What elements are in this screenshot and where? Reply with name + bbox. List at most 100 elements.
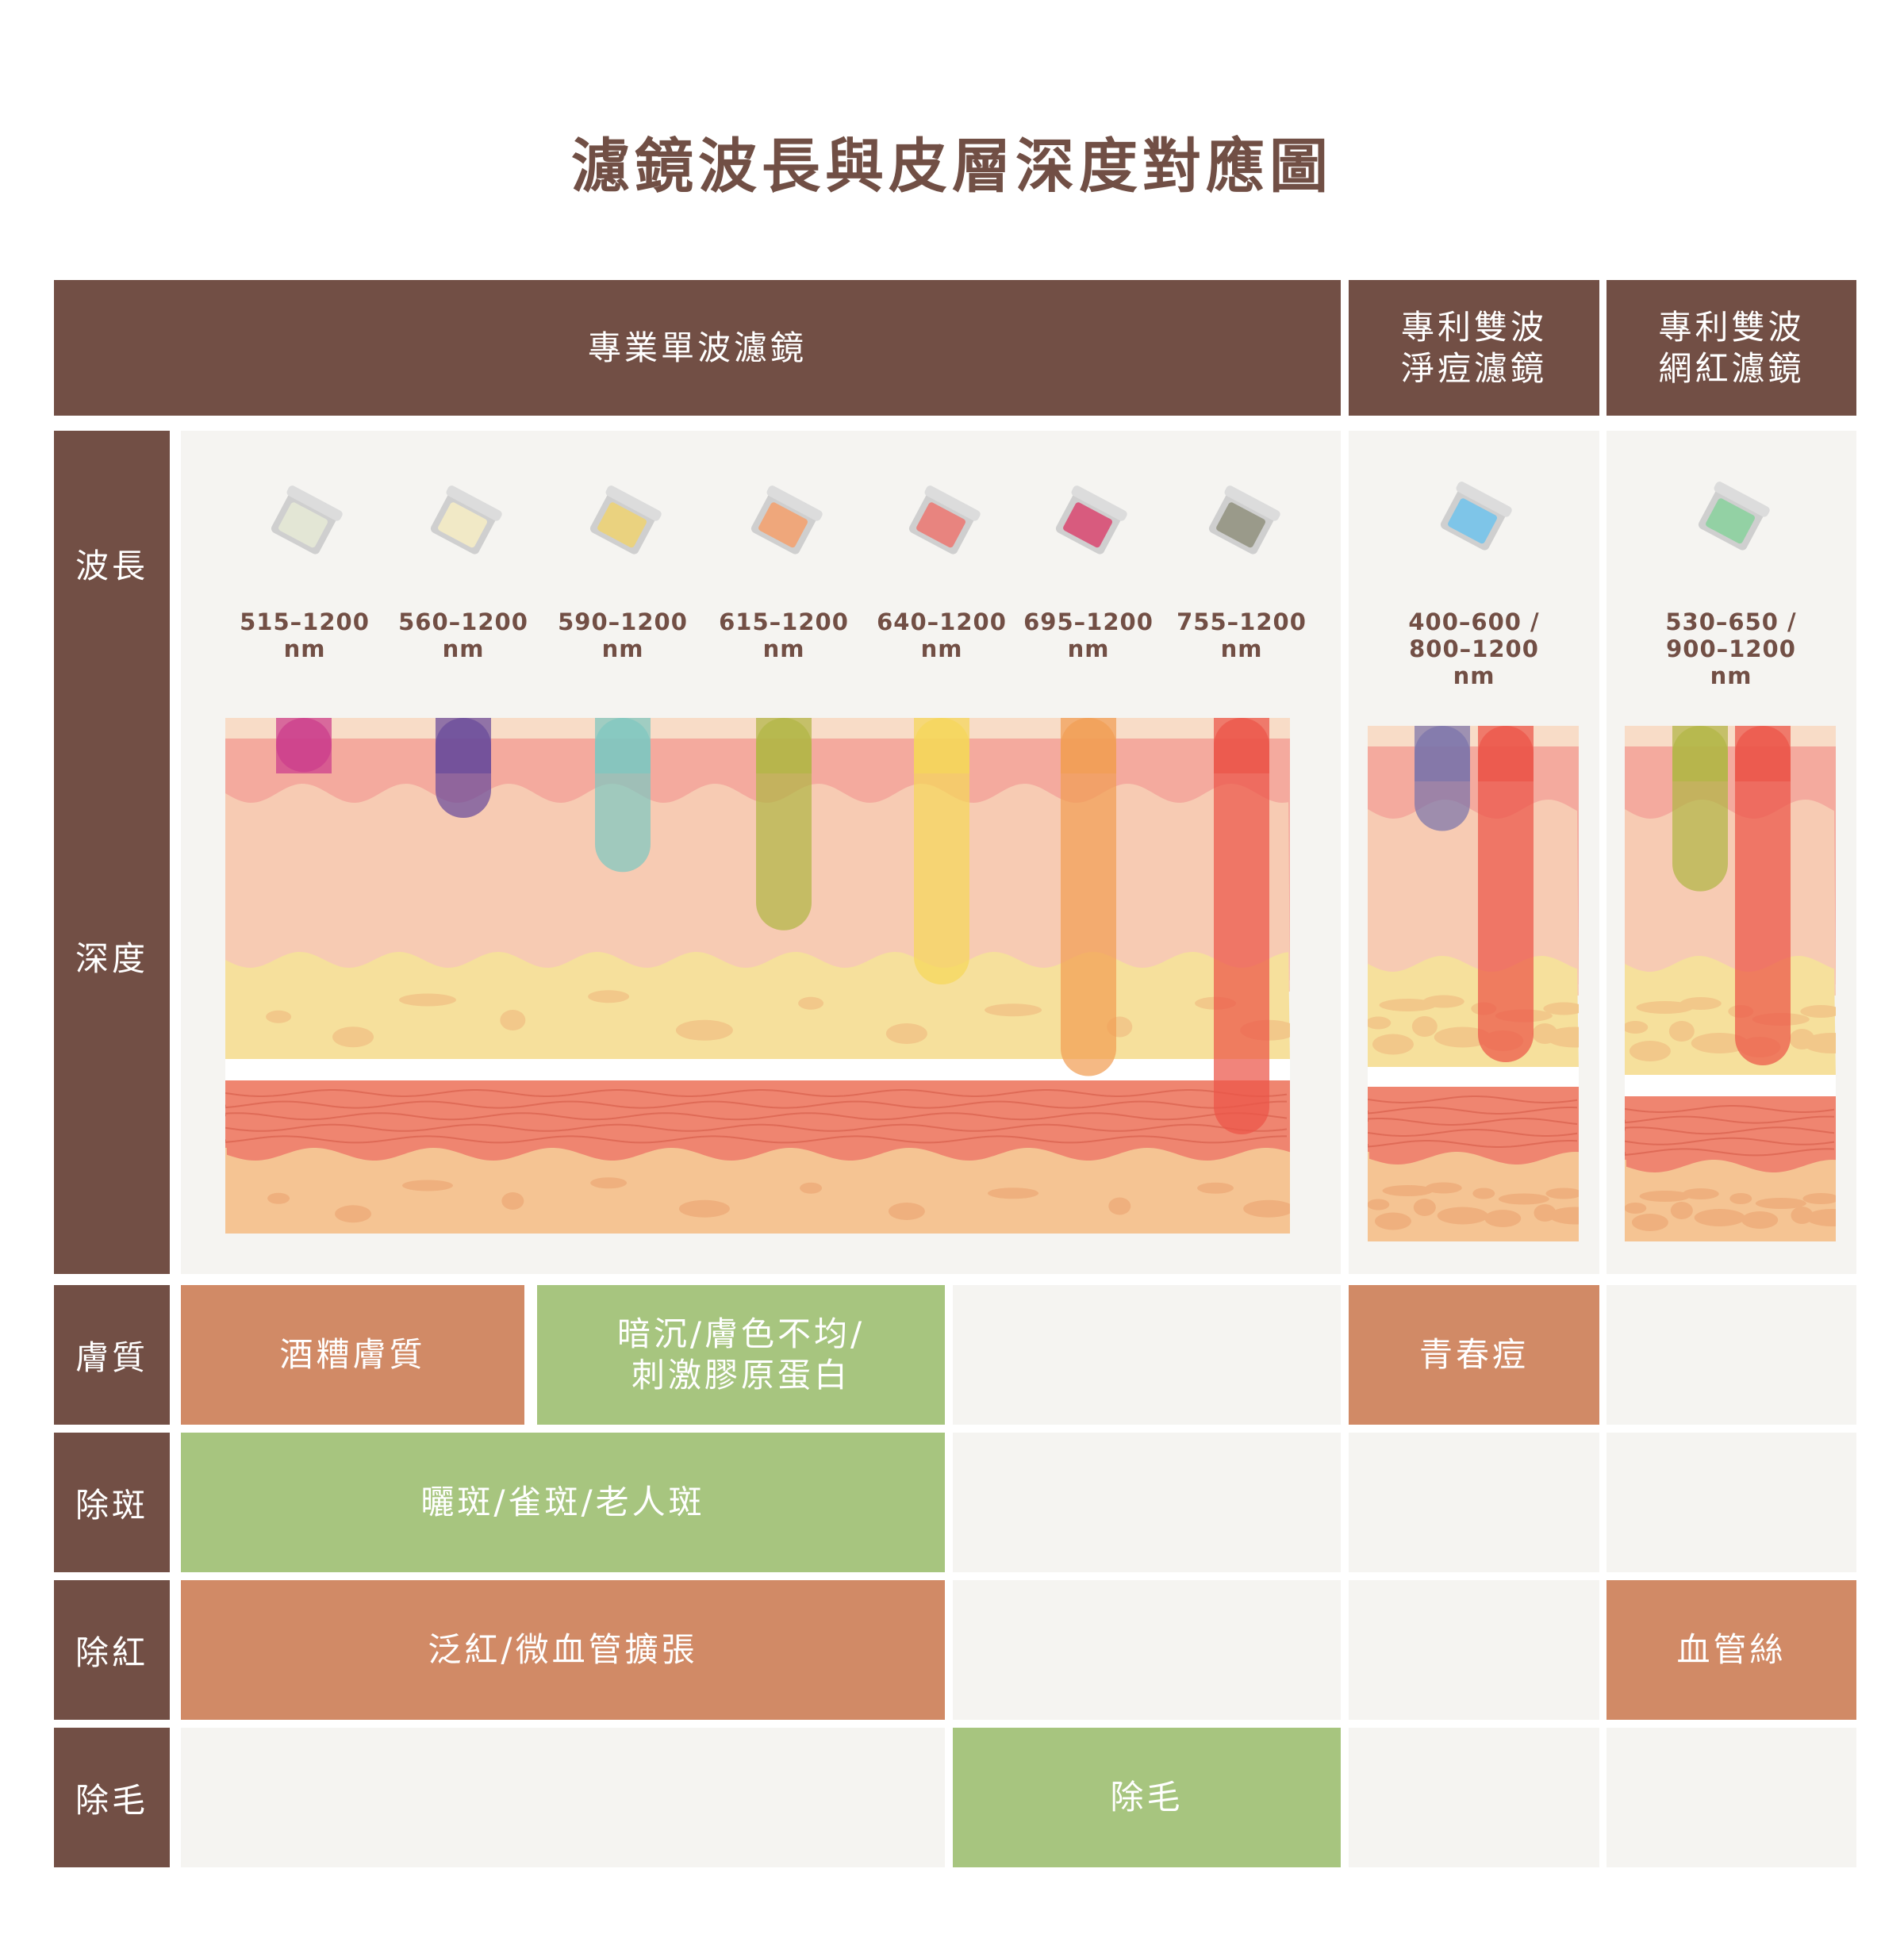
filter-glass	[438, 502, 487, 548]
fat-cell	[266, 1010, 292, 1023]
filter-icon	[1208, 485, 1280, 554]
muscle-fiber	[1625, 1105, 1835, 1113]
cell-empty	[1349, 1433, 1599, 1572]
light-beam-top	[276, 718, 332, 773]
tissue-cell	[267, 1192, 290, 1204]
wavelength-label: 755–1200 nm	[1177, 608, 1307, 662]
cell-vessel: 血管絲	[1606, 1580, 1856, 1720]
light-beam-top	[1214, 718, 1269, 773]
fat-cell	[1691, 1033, 1749, 1053]
filter-icon	[271, 485, 343, 554]
row-label-wavelength: 波長	[75, 547, 148, 585]
tissue-cell	[1682, 1188, 1719, 1199]
tissue-cell	[1243, 1199, 1290, 1218]
tissue-cell	[1729, 1193, 1752, 1204]
light-beam	[1214, 718, 1269, 1134]
cell-empty	[1606, 1285, 1856, 1425]
page-title: 濾鏡波長與皮層深度對應圖	[571, 132, 1333, 201]
filter-glass	[1216, 502, 1265, 548]
tissue-cell	[1755, 1198, 1806, 1209]
muscle-fiber	[225, 1100, 1287, 1109]
tissue-cell	[800, 1182, 823, 1194]
tissue-cell	[1639, 1191, 1691, 1202]
wavelength-label: 640–1200 nm	[877, 608, 1007, 662]
tissue-cell	[988, 1188, 1039, 1199]
tissue-cell	[1108, 1197, 1131, 1215]
fat-cell	[1636, 1001, 1694, 1014]
tissue-cell	[501, 1192, 524, 1210]
filter-cap	[605, 485, 662, 521]
filter-cap	[1714, 482, 1770, 517]
cell-empty	[1349, 1728, 1599, 1867]
tissue-cell	[1741, 1211, 1779, 1229]
cell-redness: 泛紅/微血管擴張	[181, 1580, 945, 1720]
cell-spots: 曬斑/雀斑/老人斑	[181, 1433, 945, 1572]
light-beam	[914, 718, 969, 984]
filter-cap	[286, 485, 343, 521]
muscle-fiber	[225, 1135, 1287, 1144]
cell-empty	[953, 1285, 1341, 1425]
light-beam-top	[1735, 726, 1791, 781]
fat-cell	[1668, 1021, 1695, 1042]
muscle-edge	[225, 1080, 1290, 1161]
fat-cell	[798, 996, 824, 1010]
epidermis-surface	[1368, 726, 1579, 750]
light-beam-top	[1672, 726, 1728, 781]
muscle-edge	[1368, 1087, 1579, 1165]
tissue-cell	[1694, 1209, 1745, 1226]
muscle-edge	[1625, 1096, 1836, 1172]
muscle-fiber	[1368, 1129, 1578, 1137]
tissue-cell	[1425, 1182, 1462, 1194]
subcutaneous-fat	[225, 952, 1290, 1061]
filter-glass	[1448, 498, 1497, 544]
fat-cell	[332, 1026, 374, 1048]
cell-acne: 青春痘	[1349, 1285, 1599, 1425]
wavelength-label: 695–1200 nm	[1023, 608, 1154, 662]
tissue-cell	[1625, 1203, 1647, 1214]
filter-icon	[589, 485, 662, 554]
fascia-gap	[1625, 1075, 1836, 1096]
fat-cell	[588, 990, 630, 1003]
tissue-cell	[335, 1205, 372, 1223]
tissue-cell	[1670, 1202, 1693, 1219]
muscle-fiber	[1625, 1115, 1835, 1124]
header-dual-acne: 專利雙波 淨痘濾鏡	[1349, 280, 1599, 416]
muscle-fiber	[1368, 1140, 1578, 1148]
light-beam-top	[914, 718, 969, 773]
light-beam-top	[1415, 726, 1470, 781]
header-single-wave: 專業單波濾鏡	[54, 280, 1341, 416]
fat-cell	[1434, 1026, 1491, 1048]
filter-cap	[1071, 485, 1127, 521]
filter-icon	[1055, 485, 1127, 554]
muscle-fiber	[1368, 1107, 1578, 1115]
fat-cell	[398, 993, 456, 1007]
light-beam-top	[1478, 726, 1534, 781]
row-label-spots: 除斑	[54, 1433, 170, 1572]
fat-cell	[1379, 999, 1437, 1011]
filter-icon	[1440, 482, 1512, 551]
cell-empty	[1349, 1580, 1599, 1720]
light-beam	[1478, 726, 1534, 1062]
tissue-cell	[401, 1180, 453, 1191]
tissue-cell	[888, 1203, 925, 1220]
header-dual-redness: 專利雙波 網紅濾鏡	[1606, 280, 1856, 416]
muscle-fiber	[1368, 1118, 1578, 1126]
row-label-hair: 除毛	[54, 1728, 170, 1867]
light-beam-top	[756, 718, 812, 773]
filter-cap	[924, 485, 981, 521]
filter-cap	[446, 485, 502, 521]
filter-glass	[916, 502, 965, 548]
filter-glass	[1063, 502, 1112, 548]
fat-cell	[675, 1019, 733, 1041]
muscle-fiber	[1625, 1126, 1835, 1135]
light-beam-top	[436, 718, 491, 773]
cell-empty	[1606, 1433, 1856, 1572]
row-label-skin: 膚質	[54, 1285, 170, 1425]
filter-cap	[1224, 485, 1280, 521]
tissue-cell	[1484, 1210, 1522, 1227]
row-label-depth: 深度	[75, 939, 148, 978]
epidermis-surface	[1625, 726, 1836, 750]
muscle-fiber	[1368, 1095, 1578, 1103]
muscle-fiber	[225, 1112, 1288, 1121]
